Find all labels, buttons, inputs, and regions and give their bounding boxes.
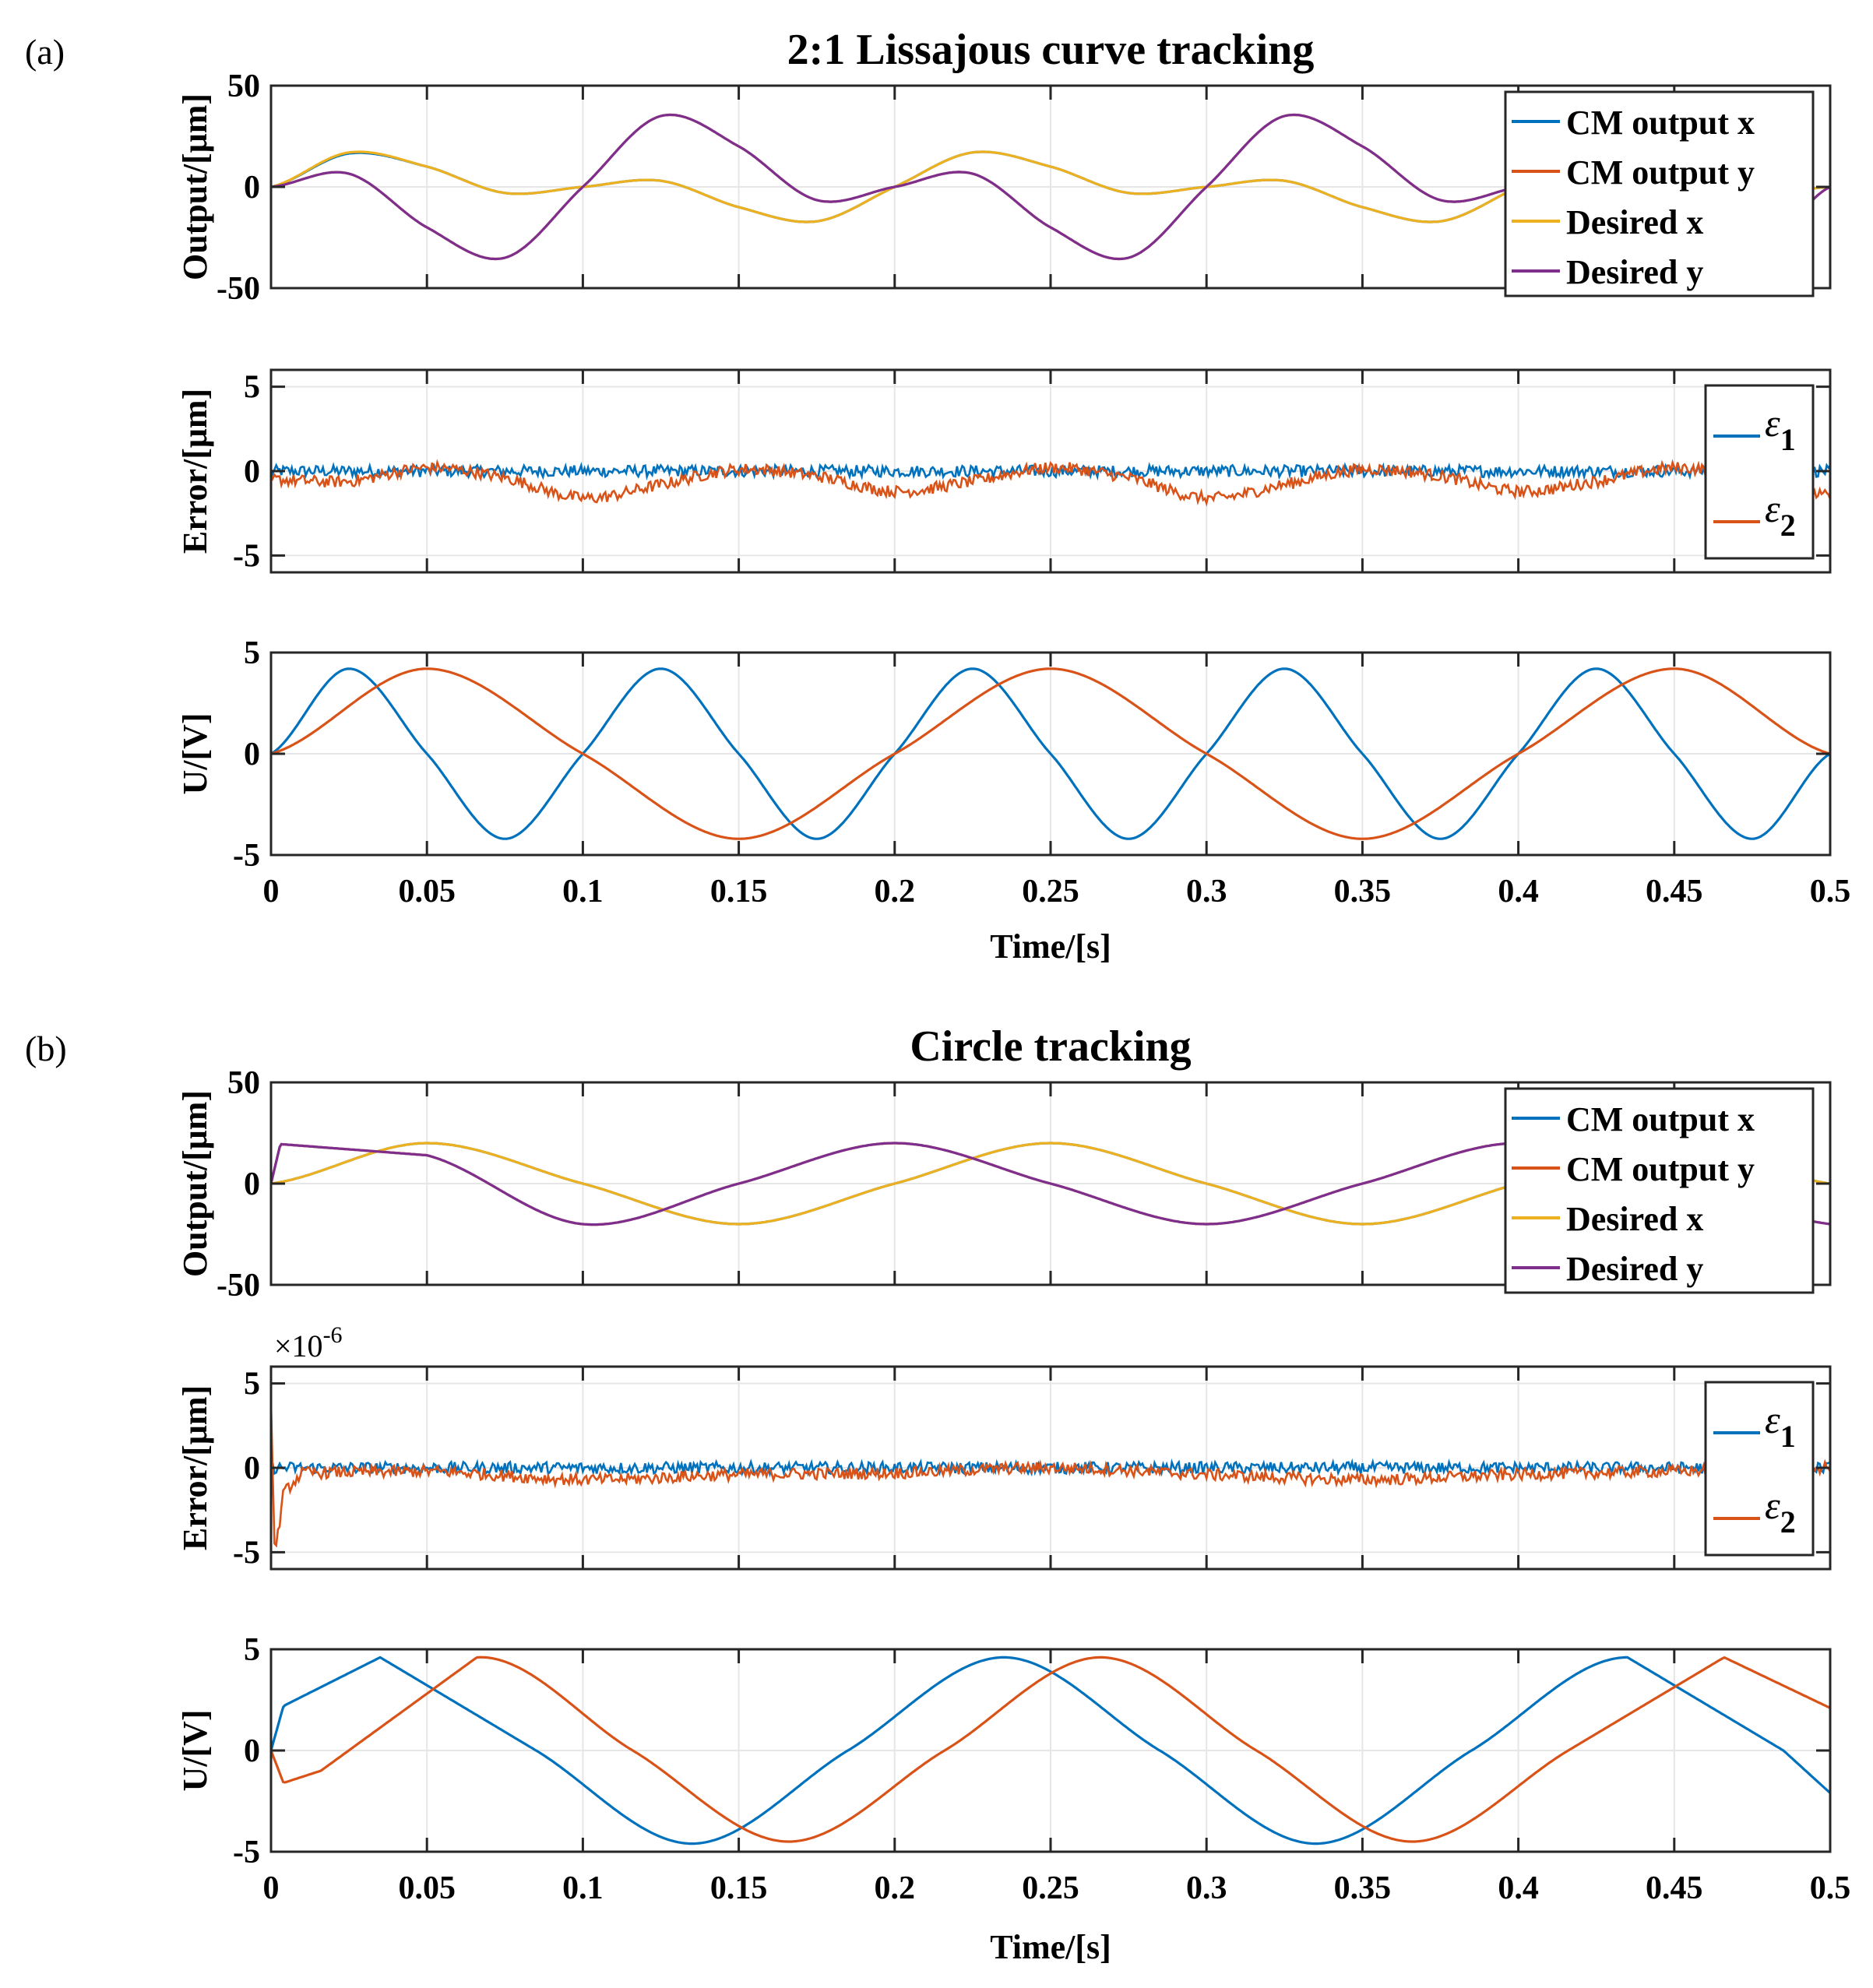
x-tick-label: 0.2: [875, 874, 916, 910]
x-tick-label: 0.5: [1810, 874, 1851, 910]
y-axis-label: U/[V]: [176, 1709, 214, 1791]
y-axis-label: Output/[μm]: [176, 1090, 214, 1277]
series-line-0: [271, 667, 1830, 840]
series-line-1: [271, 459, 1830, 507]
x-tick-label: 0: [263, 1870, 280, 1906]
x-tick-label: 0.25: [1022, 1870, 1079, 1906]
x-tick-label: 0.45: [1646, 874, 1703, 910]
series-line-1: [271, 1402, 1830, 1548]
x-tick-label: 0.2: [875, 1870, 916, 1906]
y-tick-label: 0: [244, 1451, 260, 1487]
panel-b-label: (b): [25, 1029, 67, 1068]
legend-label: ε2: [1765, 1483, 1796, 1539]
x-tick-label: 0.35: [1334, 1870, 1392, 1906]
x-tick-label: 0.35: [1334, 874, 1392, 910]
series-line-1: [271, 1655, 1830, 1843]
y-tick-label: -5: [233, 838, 260, 874]
legend-label: CM output y: [1566, 1150, 1755, 1188]
y-axis-label: Output/[μm]: [176, 93, 214, 280]
legend-label: CM output y: [1566, 153, 1755, 192]
y-tick-label: -5: [233, 538, 260, 574]
y-tick-label: 5: [244, 370, 260, 406]
x-tick-label: 0.05: [398, 874, 456, 910]
y-tick-label: 0: [244, 170, 260, 206]
x-tick-label: 0.3: [1186, 874, 1227, 910]
axes-a-voltage: 50-50 0.05 0.1 0.15 0.2 0.25 0.3 0.35 0.4 0.45 0.5…: [176, 635, 1850, 910]
x-tick-label: 0.1: [562, 1870, 604, 1906]
series-line-1: [271, 667, 1830, 840]
x-tick-label: 0.45: [1646, 1870, 1703, 1906]
y-tick-label: 0: [244, 1166, 260, 1202]
y-tick-label: 0: [244, 454, 260, 490]
x-tick-label: 0.25: [1022, 874, 1079, 910]
y-tick-label: 5: [244, 1632, 260, 1668]
y-tick-label: 50: [227, 69, 260, 104]
series-line-0: [271, 462, 1830, 481]
axes-a-error: 5 0 -5 Error/[μm] ε1 ε2: [176, 368, 1832, 574]
y-tick-label: 0: [244, 737, 260, 772]
legend-label: Desired x: [1566, 1200, 1703, 1238]
x-tick-label: 0.3: [1186, 1870, 1227, 1906]
axes-b-error: 5 0 -5 Error/[μm] ε1 ε2: [176, 1365, 1832, 1571]
series-line-0: [271, 1458, 1830, 1478]
y-tick-label: 5: [244, 1367, 260, 1402]
panel-a-label: (a): [25, 32, 65, 72]
y-tick-label: -50: [217, 271, 260, 307]
legend-box: [1704, 384, 1815, 560]
legend-label: Desired y: [1566, 253, 1703, 291]
legend-box: [1504, 1087, 1815, 1294]
legend-box: [1704, 1381, 1815, 1557]
y-tick-label: -5: [233, 1835, 260, 1870]
panel-a-xlabel: Time/[s]: [990, 927, 1111, 966]
series-line-0: [271, 1655, 1830, 1845]
legend-box: [1504, 90, 1815, 297]
y-axis-label: Error/[μm]: [176, 1385, 214, 1550]
x-tick-label: 0.4: [1498, 874, 1539, 910]
legend-label: CM output x: [1566, 104, 1755, 142]
y-axis-label: U/[V]: [176, 713, 214, 794]
legend-label: ε2: [1765, 487, 1796, 543]
exponent-label: ×10-6: [274, 1322, 343, 1363]
x-tick-label: 0.5: [1810, 1870, 1851, 1906]
legend-label: Desired x: [1566, 203, 1703, 241]
y-tick-label: 5: [244, 635, 260, 671]
legend-label: ε1: [1765, 401, 1796, 457]
x-tick-label: 0.15: [710, 1870, 768, 1906]
x-tick-label: 0.05: [398, 1870, 456, 1906]
y-tick-label: 50: [227, 1065, 260, 1101]
y-tick-label: -50: [217, 1268, 260, 1304]
x-tick-label: 0: [263, 874, 280, 910]
y-axis-label: Error/[μm]: [176, 389, 214, 554]
panel-b-title: Circle tracking: [910, 1022, 1191, 1071]
x-tick-label: 0.15: [710, 874, 768, 910]
y-tick-label: 0: [244, 1733, 260, 1769]
exponent-base: ×10: [274, 1328, 323, 1363]
legend-label: CM output x: [1566, 1100, 1755, 1138]
x-tick-label: 0.4: [1498, 1870, 1539, 1906]
y-tick-label: -5: [233, 1535, 260, 1571]
legend-label: Desired y: [1566, 1250, 1703, 1288]
panel-a-title: 2:1 Lissajous curve tracking: [787, 26, 1315, 74]
panel-b-xlabel: Time/[s]: [990, 1928, 1111, 1966]
x-tick-label: 0.1: [562, 874, 604, 910]
legend-label: ε1: [1765, 1398, 1796, 1454]
exponent-power: -6: [323, 1322, 343, 1348]
axes-b-voltage: 50-50 0.05 0.1 0.15 0.2 0.25 0.3 0.35 0.4 0.45 0.5…: [176, 1632, 1850, 1906]
